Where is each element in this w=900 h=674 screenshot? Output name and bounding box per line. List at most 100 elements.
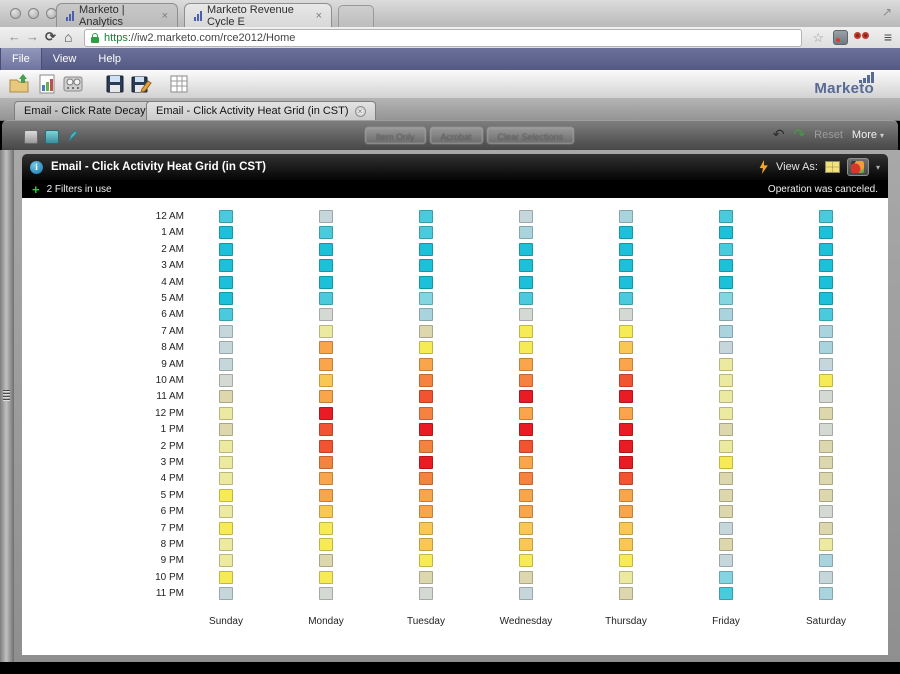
browser-tab-analytics[interactable]: Marketo | Analytics ×: [56, 3, 178, 28]
acrobat-button[interactable]: Acrobat: [429, 127, 483, 144]
window-controls[interactable]: [10, 8, 57, 19]
heat-cell[interactable]: [619, 521, 633, 535]
heat-cell[interactable]: [619, 538, 633, 551]
heat-cell[interactable]: [719, 259, 733, 273]
open-folder-icon[interactable]: [8, 73, 30, 95]
heat-cell[interactable]: [319, 341, 333, 355]
heat-cell[interactable]: [719, 390, 733, 404]
heat-cell[interactable]: [419, 357, 433, 371]
heat-cell[interactable]: [319, 259, 333, 273]
heat-cell[interactable]: [419, 374, 433, 387]
view-as-chart-selected[interactable]: [846, 158, 869, 176]
heat-cell[interactable]: [719, 210, 733, 223]
save-icon[interactable]: [104, 73, 126, 95]
close-tab-icon[interactable]: ×: [161, 9, 168, 22]
heat-cell[interactable]: [819, 308, 833, 322]
heat-cell[interactable]: [419, 456, 433, 469]
heat-cell[interactable]: [819, 390, 833, 404]
browser-tab-rce[interactable]: Marketo Revenue Cycle E ×: [184, 3, 332, 28]
heat-cell[interactable]: [819, 259, 833, 273]
heat-cell[interactable]: [419, 210, 433, 223]
heat-cell[interactable]: [219, 439, 233, 453]
heat-cell[interactable]: [419, 439, 433, 453]
heat-cell[interactable]: [419, 521, 433, 535]
heat-cell[interactable]: [519, 587, 533, 601]
heat-cell[interactable]: [519, 292, 533, 305]
heat-cell[interactable]: [519, 456, 533, 469]
heat-cell[interactable]: [519, 210, 533, 223]
forward-icon[interactable]: →: [26, 29, 39, 44]
heat-cell[interactable]: [619, 554, 633, 568]
heat-cell[interactable]: [219, 570, 233, 584]
heat-cell[interactable]: [819, 374, 833, 387]
heat-cell[interactable]: [819, 292, 833, 305]
heat-cell[interactable]: [819, 456, 833, 469]
heat-cell[interactable]: [219, 341, 233, 355]
heat-cell[interactable]: [419, 488, 433, 502]
heat-cell[interactable]: [619, 423, 633, 437]
heat-cell[interactable]: [619, 587, 633, 601]
heat-cell[interactable]: [219, 423, 233, 437]
heat-cell[interactable]: [719, 341, 733, 355]
address-bar[interactable]: https://iw2.marketo.com/rce2012/Home: [84, 29, 802, 47]
heat-cell[interactable]: [819, 472, 833, 486]
heat-cell[interactable]: [719, 439, 733, 453]
heat-cell[interactable]: [619, 570, 633, 584]
heat-cell[interactable]: [719, 423, 733, 437]
heat-cell[interactable]: [219, 521, 233, 535]
heat-cell[interactable]: [719, 242, 733, 256]
doc-tab-click-rate-decay[interactable]: Email - Click Rate Decay ×: [14, 101, 173, 120]
heat-cell[interactable]: [319, 472, 333, 486]
new-tab-button[interactable]: [338, 5, 374, 27]
dashboard-icon[interactable]: [62, 73, 84, 95]
heat-cell[interactable]: [319, 275, 333, 289]
heat-cell[interactable]: [419, 242, 433, 256]
heat-cell[interactable]: [419, 423, 433, 437]
heat-cell[interactable]: [719, 324, 733, 338]
heat-cell[interactable]: [219, 210, 233, 223]
heat-cell[interactable]: [519, 308, 533, 322]
heat-cell[interactable]: [719, 538, 733, 551]
heat-cell[interactable]: [419, 292, 433, 305]
heat-cell[interactable]: [419, 406, 433, 420]
grid-layout-icon[interactable]: [24, 130, 38, 144]
heat-cell[interactable]: [219, 275, 233, 289]
heat-cell[interactable]: [419, 275, 433, 289]
heat-cell[interactable]: [819, 505, 833, 519]
heat-cell[interactable]: [219, 406, 233, 420]
heat-cell[interactable]: [319, 538, 333, 551]
heat-cell[interactable]: [519, 406, 533, 420]
heat-cell[interactable]: [419, 570, 433, 584]
heat-cell[interactable]: [419, 308, 433, 322]
heat-cell[interactable]: [619, 488, 633, 502]
heat-cell[interactable]: [619, 472, 633, 486]
filters-in-use-label[interactable]: 2 Filters in use: [46, 183, 112, 195]
heat-cell[interactable]: [319, 308, 333, 322]
heat-cell[interactable]: [619, 324, 633, 338]
heat-cell[interactable]: [219, 472, 233, 486]
close-tab-icon[interactable]: ×: [315, 9, 322, 22]
heat-cell[interactable]: [519, 357, 533, 371]
table-view-icon[interactable]: [168, 73, 190, 95]
heat-cell[interactable]: [219, 587, 233, 601]
heat-cell[interactable]: [219, 242, 233, 256]
heat-cell[interactable]: [619, 406, 633, 420]
heat-cell[interactable]: [319, 374, 333, 387]
heat-cell[interactable]: [719, 226, 733, 240]
heat-cell[interactable]: [819, 210, 833, 223]
heat-cell[interactable]: [319, 242, 333, 256]
heat-cell[interactable]: [819, 324, 833, 338]
heat-cell[interactable]: [619, 292, 633, 305]
heat-cell[interactable]: [619, 390, 633, 404]
bookmark-star-icon[interactable]: ☆: [812, 30, 824, 45]
quick-chart-icon[interactable]: [759, 160, 768, 174]
heat-cell[interactable]: [319, 390, 333, 404]
heat-cell[interactable]: [819, 439, 833, 453]
heat-cell[interactable]: [619, 456, 633, 469]
heat-cell[interactable]: [719, 472, 733, 486]
heat-cell[interactable]: [819, 423, 833, 437]
heat-cell[interactable]: [419, 390, 433, 404]
heat-cell[interactable]: [219, 308, 233, 322]
view-as-table-icon[interactable]: [824, 161, 840, 173]
reset-button[interactable]: Reset: [814, 128, 843, 141]
